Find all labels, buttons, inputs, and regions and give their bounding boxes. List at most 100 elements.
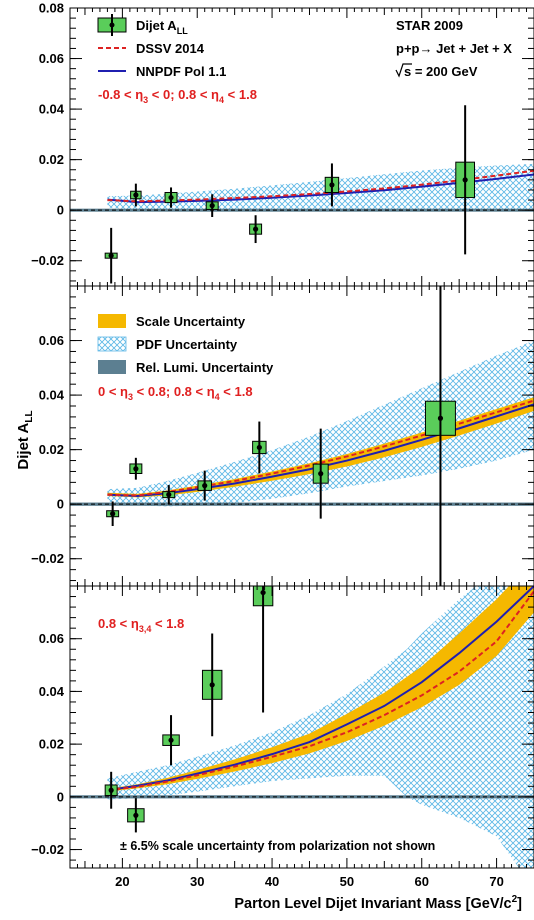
data-marker bbox=[260, 589, 266, 596]
panel-bottom-plot-area bbox=[70, 586, 534, 868]
nnpdf-curve-bottom bbox=[107, 586, 534, 792]
info-line-process: p+p→ Jet + Jet + X bbox=[396, 41, 512, 56]
legend-label-scale: Scale Uncertainty bbox=[136, 314, 246, 329]
svg-text:s = 200 GeV: s = 200 GeV bbox=[404, 64, 478, 79]
data-marker bbox=[202, 483, 208, 489]
y-tick-label: 0 bbox=[57, 203, 64, 218]
x-axis-label-main: Parton Level Dijet Invariant Mass [GeV/c bbox=[234, 896, 511, 912]
data-marker bbox=[318, 471, 324, 477]
data-point-bottom-1 bbox=[104, 771, 118, 809]
data-point-top-7 bbox=[455, 105, 476, 255]
x-tick-label: 50 bbox=[340, 874, 354, 889]
panel-bottom: −0.02 0 0.02 0.04 0.06 20 30 40 50 60 70 bbox=[31, 585, 534, 889]
pdf-uncertainty-band-middle bbox=[107, 340, 534, 507]
panel-middle: −0.02 0 0.02 0.04 0.06 bbox=[31, 285, 534, 587]
info-text-block: STAR 2009 p+p→ Jet + Jet + X s = 200 GeV bbox=[395, 18, 512, 79]
legend-label-nnpdf: NNPDF Pol 1.1 bbox=[136, 64, 226, 79]
data-marker bbox=[209, 682, 215, 688]
data-point-middle-6 bbox=[312, 428, 329, 519]
legend-label-pdf: PDF Uncertainty bbox=[136, 337, 238, 352]
x-ticks-middle bbox=[76, 286, 534, 586]
y-tick-label: 0.04 bbox=[39, 102, 65, 117]
x-tick-label: 20 bbox=[115, 874, 129, 889]
legend-label-dijet-all: Dijet ALL bbox=[136, 18, 188, 36]
legend-item-lumi: Rel. Lumi. Uncertainty bbox=[98, 360, 274, 375]
data-point-middle-2 bbox=[129, 457, 143, 480]
data-point-top-2 bbox=[130, 183, 142, 207]
legend-swatch-scale bbox=[98, 314, 126, 328]
y-ticks-middle: −0.02 0 0.02 0.04 0.06 bbox=[31, 296, 534, 582]
legend-item-scale: Scale Uncertainty bbox=[98, 314, 246, 329]
data-marker bbox=[253, 226, 259, 232]
x-axis-label-close: ] bbox=[517, 896, 522, 912]
data-point-middle-7 bbox=[424, 286, 456, 586]
legend-item-pdf: PDF Uncertainty bbox=[97, 336, 238, 352]
info-line-experiment: STAR 2009 bbox=[396, 18, 463, 33]
y-tick-label: 0.04 bbox=[39, 684, 65, 699]
x-tick-label: 70 bbox=[489, 874, 503, 889]
data-marker bbox=[329, 182, 335, 188]
x-tick-label: 30 bbox=[190, 874, 204, 889]
data-marker bbox=[462, 177, 468, 183]
panels: −0.02 0 0.02 0.04 0.06 0.08 −0.02 0 0.02 0.04 0.06… bbox=[31, 1, 534, 889]
selection-label-middle: 0 < η3 < 0.8; 0.8 < η4 < 1.8 bbox=[98, 384, 253, 402]
dssv-curve-bottom bbox=[107, 590, 534, 792]
legend-swatch-pdf bbox=[97, 336, 127, 352]
data-point-middle-5 bbox=[252, 421, 267, 474]
y-tick-label: 0 bbox=[57, 497, 64, 512]
data-point-bottom-4 bbox=[201, 633, 223, 737]
data-marker bbox=[133, 192, 139, 198]
data-point-top-4 bbox=[205, 194, 219, 218]
x-tick-label: 60 bbox=[415, 874, 429, 889]
data-point-bottom-3 bbox=[162, 715, 180, 766]
selection-label-bottom: 0.8 < η3,4 < 1.8 bbox=[98, 616, 184, 634]
info-line-energy: s = 200 GeV bbox=[395, 63, 478, 79]
data-marker bbox=[133, 812, 139, 818]
data-marker bbox=[168, 737, 174, 743]
y-tick-label: −0.02 bbox=[31, 842, 64, 857]
x-tick-label: 40 bbox=[265, 874, 279, 889]
legend-middle: Scale Uncertainty PDF Uncertainty Rel. L… bbox=[97, 314, 274, 402]
y-tick-label: 0.04 bbox=[39, 388, 65, 403]
panel-top-plot-area bbox=[70, 105, 534, 284]
data-point-middle-1 bbox=[106, 501, 120, 526]
data-marker bbox=[108, 787, 114, 793]
polarization-note: ± 6.5% scale uncertainty from polarizati… bbox=[120, 839, 435, 853]
legend-item-nnpdf: NNPDF Pol 1.1 bbox=[98, 64, 226, 79]
legend-item-dssv: DSSV 2014 bbox=[98, 41, 205, 56]
y-tick-label: 0.02 bbox=[39, 442, 64, 457]
data-point-top-3 bbox=[164, 187, 178, 208]
y-axis-label-sub: LL bbox=[24, 410, 35, 422]
data-marker bbox=[209, 203, 215, 209]
legend-item-dijet-all: Dijet ALL bbox=[97, 14, 188, 36]
legend-label-lumi: Rel. Lumi. Uncertainty bbox=[136, 360, 274, 375]
y-tick-label: 0.06 bbox=[39, 51, 64, 66]
data-point-top-5 bbox=[249, 215, 263, 244]
data-marker bbox=[437, 415, 444, 421]
y-tick-label: 0.02 bbox=[39, 737, 64, 752]
data-point-bottom-5 bbox=[252, 586, 274, 713]
sqrt-sign-icon bbox=[395, 63, 412, 78]
y-axis-label-main: Dijet A bbox=[15, 422, 32, 469]
data-marker bbox=[168, 194, 174, 201]
y-tick-label: 0.06 bbox=[39, 631, 64, 646]
legend-label-dssv: DSSV 2014 bbox=[136, 41, 205, 56]
selection-label-top: -0.8 < η3 < 0; 0.8 < η4 < 1.8 bbox=[98, 87, 257, 105]
y-ticks-top: −0.02 0 0.02 0.04 0.06 0.08 bbox=[31, 1, 534, 282]
y-tick-label: 0 bbox=[57, 789, 64, 804]
data-marker bbox=[133, 466, 139, 472]
data-point-middle-3 bbox=[162, 485, 176, 505]
legend-bottom: 0.8 < η3,4 < 1.8 ± 6.5% scale uncertaint… bbox=[98, 616, 435, 853]
panel-middle-plot-area bbox=[70, 286, 534, 586]
x-ticks-bottom: 20 30 40 50 60 70 bbox=[76, 586, 534, 889]
panel-top: −0.02 0 0.02 0.04 0.06 0.08 bbox=[31, 1, 534, 287]
x-ticks-top bbox=[76, 8, 534, 286]
data-marker bbox=[256, 444, 262, 451]
x-axis-label: Parton Level Dijet Invariant Mass [GeV/c… bbox=[234, 894, 522, 912]
data-point-top-1 bbox=[104, 227, 118, 284]
x-axis-label-sup: 2 bbox=[512, 894, 518, 905]
legend-swatch-lumi bbox=[98, 360, 126, 374]
data-point-top-6 bbox=[324, 163, 340, 207]
y-axis-label: Dijet ALL bbox=[15, 410, 35, 469]
